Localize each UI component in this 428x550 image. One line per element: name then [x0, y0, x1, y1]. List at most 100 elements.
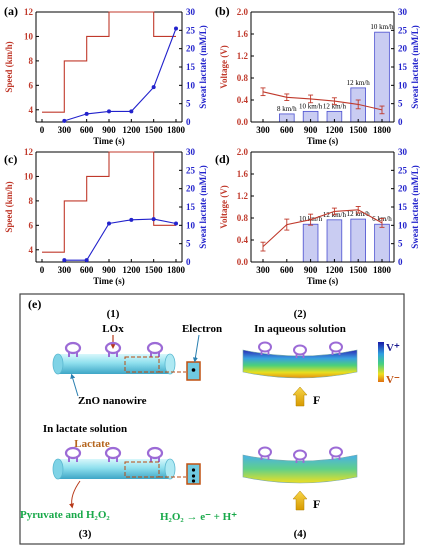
right-tick-label: 20: [186, 184, 196, 194]
nanowire-start-2: [52, 458, 64, 480]
x-axis-title: Time (s): [93, 276, 125, 286]
left-tick-label: 1.2: [237, 191, 249, 201]
x-tick-label: 1800: [167, 265, 186, 275]
right-tick-label: 15: [398, 202, 408, 212]
lactate-bar: [326, 219, 343, 263]
bar-speed-label: 10 km/h: [299, 102, 323, 110]
right-tick-label: 25: [398, 165, 408, 175]
vplus-label: V⁺: [386, 342, 400, 354]
left-tick-label: 6: [29, 80, 34, 90]
x-tick-label: 300: [256, 125, 270, 135]
lox-enzyme-icon: [146, 446, 164, 462]
enzyme-group-4: [258, 446, 343, 463]
left-tick-label: 4: [29, 245, 34, 255]
electron-dot: [191, 368, 196, 372]
force-label-2: F: [313, 497, 320, 511]
lactate-point: [129, 217, 134, 222]
right-tick-label: 15: [398, 62, 408, 72]
left-tick-label: 0.0: [237, 117, 249, 127]
mechanism-diagram: (e) (1) LOx: [19, 293, 405, 545]
left-tick-label: 4: [29, 105, 34, 115]
voltage-series-line: [262, 209, 383, 248]
right-tick-label: 20: [398, 44, 408, 54]
product-arrow: [69, 480, 81, 509]
left-tick-label: 0.0: [237, 257, 249, 267]
right-tick-label: 5: [186, 99, 191, 109]
lactate-point: [84, 111, 89, 116]
lox-enzyme-icon: [329, 446, 343, 460]
lactate-bar: [374, 223, 390, 263]
x-tick-label: 1500: [349, 125, 368, 135]
lactate-point: [84, 258, 89, 263]
right-axis-title: Sweat lactate (mM/L): [198, 165, 208, 248]
lox-label: LOx: [102, 323, 124, 335]
nanowire-body-2: [58, 459, 170, 479]
right-tick-label: 25: [186, 25, 196, 35]
left-tick-label: 1.6: [237, 169, 249, 179]
left-tick-label: 2.0: [237, 147, 249, 157]
right-tick-label: 25: [398, 25, 408, 35]
right-axis-title: Sweat lactate (mM/L): [410, 165, 420, 248]
left-tick-label: 8: [29, 56, 34, 66]
right-tick-label: 5: [186, 239, 191, 249]
right-tick-label: 5: [398, 99, 403, 109]
electron-label: Electron: [182, 323, 222, 335]
lox-enzyme-icon: [64, 446, 82, 462]
lactate-bar: [302, 223, 319, 263]
lactate-series-line: [64, 28, 177, 122]
right-tick-label: 15: [186, 202, 196, 212]
potential-scale-bar: [378, 342, 384, 382]
lactate-bar: [350, 218, 366, 263]
right-tick-label: 20: [186, 44, 196, 54]
left-tick-label: 10: [24, 31, 34, 41]
left-tick-label: 1.6: [237, 29, 249, 39]
lox-enzyme-icon: [329, 341, 343, 355]
left-tick-label: 1.2: [237, 51, 249, 61]
left-axis-title: Voltage (V): [219, 45, 229, 88]
vminus-label: V⁻: [386, 374, 400, 386]
x-tick-label: 0: [40, 125, 45, 135]
x-tick-label: 1800: [167, 125, 186, 135]
right-tick-label: 30: [186, 7, 196, 17]
aqueous-title: In aqueous solution: [254, 323, 346, 335]
right-tick-label: 30: [186, 147, 196, 157]
electron-dot: [191, 474, 196, 478]
panel-label-e: (e): [28, 297, 41, 311]
x-axis-title: Time (s): [307, 276, 339, 286]
left-tick-label: 8: [29, 196, 34, 206]
nanowire-end-1: [164, 353, 176, 375]
left-tick-label: 0.4: [237, 235, 249, 245]
lox-enzyme-icon: [258, 341, 272, 355]
electron-dot: [191, 468, 196, 472]
lactate-point: [151, 217, 156, 222]
lox-enzyme-icon: [146, 341, 164, 357]
step1-number: (1): [107, 308, 120, 320]
x-tick-label: 900: [304, 265, 318, 275]
lactate-series-line: [64, 218, 177, 261]
detail-cell-2: [186, 463, 201, 485]
right-axis-title: Sweat lactate (mM/L): [198, 25, 208, 108]
right-tick-label: 30: [398, 147, 408, 157]
nanowire-1: [52, 353, 176, 375]
speed-series-line: [42, 151, 176, 253]
lactate-title: In lactate solution: [43, 423, 127, 435]
chart-panel-b: (b)8 km/h 10 km/h 12 km/h12 km/h10 km/h0.0…: [215, 4, 420, 146]
step4-number: (4): [294, 528, 307, 540]
x-tick-label: 300: [58, 265, 72, 275]
zoom-box-2: [124, 461, 160, 478]
x-tick-label: 1800: [373, 265, 392, 275]
reaction-label: H₂O₂ → e⁻ + H⁺: [160, 511, 237, 523]
force-label-1: F: [313, 393, 320, 407]
x-tick-label: 900: [102, 125, 116, 135]
force-arrow-icon: [292, 490, 308, 511]
electron-arrow: [192, 334, 200, 363]
left-tick-label: 12: [24, 7, 34, 17]
right-tick-label: 10: [186, 220, 196, 230]
electron-dot: [191, 479, 196, 483]
x-tick-label: 1200: [122, 265, 141, 275]
right-tick-label: 0: [398, 257, 403, 267]
x-tick-label: 600: [280, 125, 294, 135]
